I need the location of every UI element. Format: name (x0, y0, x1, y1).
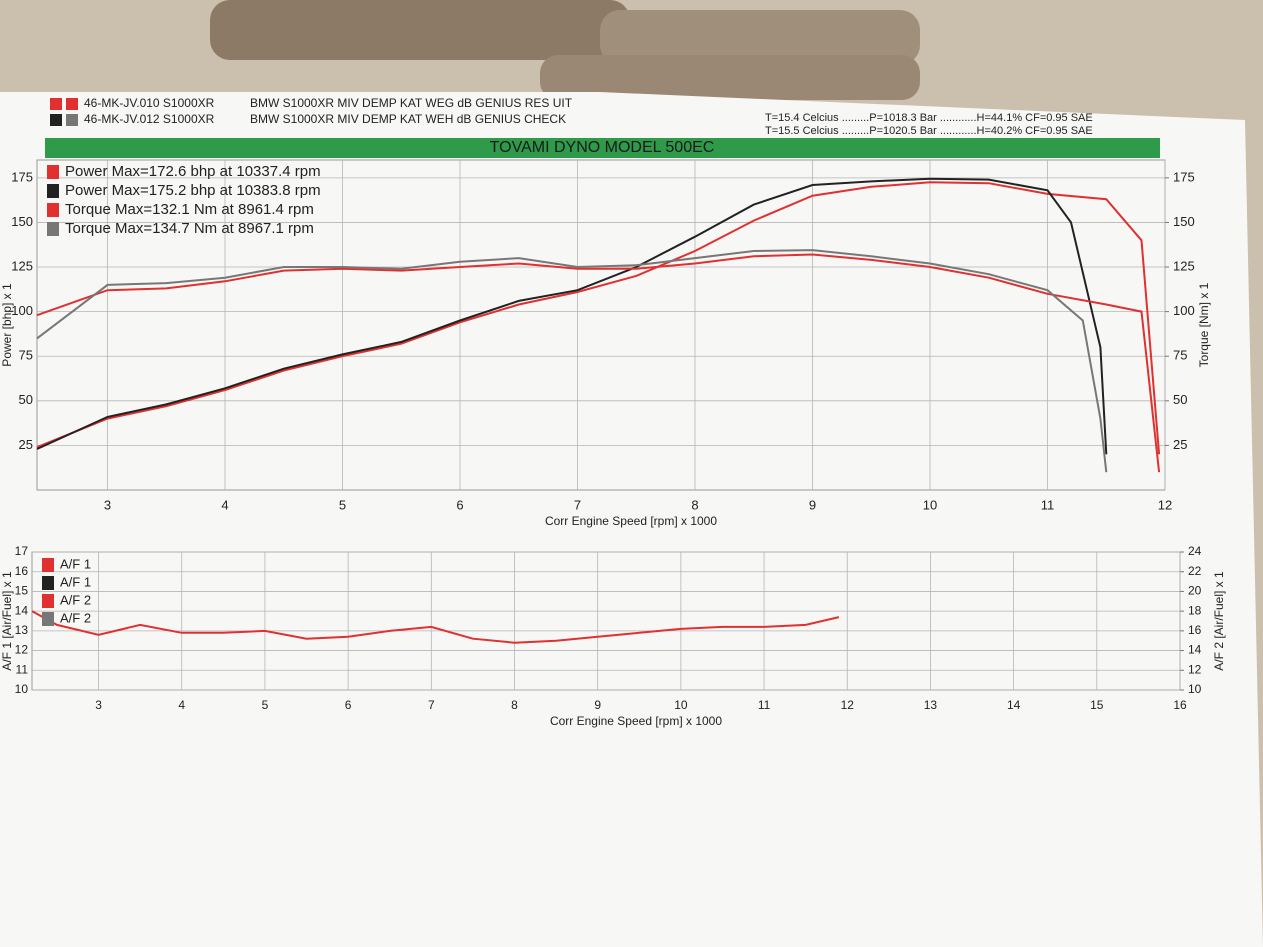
x-tick-label: 11 (1041, 497, 1055, 512)
y2-tick-label: 22 (1188, 564, 1202, 578)
x-tick-label: 15 (1090, 698, 1104, 712)
legend-label: A/F 1 (60, 556, 91, 571)
x-axis-label: Corr Engine Speed [rpm] x 1000 (545, 514, 717, 528)
wood-log (540, 55, 920, 100)
paper (0, 92, 1263, 947)
x-tick-label: 3 (95, 698, 102, 712)
y-tick-label: 16 (15, 564, 29, 578)
legend-label: A/F 2 (60, 610, 91, 625)
y-tick-label: 10 (15, 682, 29, 696)
legend-swatch (42, 576, 54, 590)
run-swatch (66, 98, 78, 110)
wood-log (210, 0, 630, 60)
x-tick-label: 10 (923, 497, 937, 512)
run-id: 46-MK-JV.010 S1000XR (84, 96, 215, 110)
run-desc: BMW S1000XR MIV DEMP KAT WEG dB GENIUS R… (250, 96, 573, 110)
y2-tick-label: 18 (1188, 603, 1202, 617)
y-tick-label: 12 (15, 643, 29, 657)
x-tick-label: 6 (456, 497, 463, 512)
y2-tick-label: 175 (1173, 169, 1195, 184)
y2-tick-label: 50 (1173, 392, 1187, 407)
legend-label: A/F 1 (60, 574, 91, 589)
series-line (36, 249, 1108, 473)
legend-label: Power Max=175.2 bhp at 10383.8 rpm (65, 182, 321, 199)
legend-swatch (47, 165, 59, 179)
y2-axis-label: Torque [Nm] x 1 (1197, 282, 1211, 367)
y2-tick-label: 10 (1188, 682, 1202, 696)
run-swatch (50, 114, 62, 126)
y2-tick-label: 16 (1188, 623, 1202, 637)
wood-log (600, 10, 920, 65)
x-tick-label: 14 (1007, 698, 1021, 712)
y2-tick-label: 100 (1173, 303, 1195, 318)
y-tick-label: 100 (11, 303, 33, 318)
y-axis-label: A/F 1 [Air/Fuel] x 1 (0, 571, 14, 671)
run-swatch (66, 114, 78, 126)
x-tick-label: 16 (1173, 698, 1187, 712)
x-tick-label: 3 (104, 497, 111, 512)
y-tick-label: 11 (16, 662, 29, 676)
x-tick-label: 8 (691, 497, 698, 512)
x-tick-label: 9 (594, 698, 601, 712)
y-tick-label: 25 (19, 437, 33, 452)
run-id: 46-MK-JV.012 S1000XR (84, 112, 215, 126)
y-tick-label: 17 (15, 544, 29, 558)
x-tick-label: 10 (674, 698, 688, 712)
y2-tick-label: 24 (1188, 544, 1202, 558)
y-tick-label: 125 (11, 258, 33, 273)
y2-axis-label: A/F 2 [Air/Fuel] x 1 (1212, 571, 1226, 671)
y-tick-label: 50 (19, 392, 33, 407)
x-axis-label: Corr Engine Speed [rpm] x 1000 (550, 714, 722, 728)
x-tick-label: 8 (511, 698, 518, 712)
x-tick-label: 6 (345, 698, 352, 712)
y-tick-label: 75 (19, 348, 33, 363)
y2-tick-label: 150 (1173, 214, 1195, 229)
chart-title: TOVAMI DYNO MODEL 500EC (490, 139, 715, 156)
x-tick-label: 7 (428, 698, 435, 712)
series-line (36, 177, 1108, 455)
conditions: T=15.5 Celcius .........P=1020.5 Bar ...… (765, 125, 1093, 137)
legend-swatch (42, 594, 54, 608)
x-tick-label: 13 (924, 698, 938, 712)
x-tick-label: 12 (841, 698, 855, 712)
run-swatch (50, 98, 62, 110)
y2-tick-label: 125 (1173, 258, 1195, 273)
y-tick-label: 13 (15, 623, 29, 637)
y2-tick-label: 25 (1173, 437, 1187, 452)
x-tick-label: 12 (1158, 497, 1172, 512)
legend-swatch (47, 203, 59, 217)
y2-tick-label: 20 (1188, 584, 1202, 598)
y-tick-label: 14 (15, 603, 29, 617)
y-tick-label: 15 (15, 584, 29, 598)
series-line (31, 610, 840, 644)
x-tick-label: 11 (758, 698, 771, 712)
y-tick-label: 150 (11, 214, 33, 229)
title-bar (45, 138, 1160, 158)
x-tick-label: 4 (221, 497, 228, 512)
x-tick-label: 5 (262, 698, 269, 712)
y-axis-label: Power [bhp] x 1 (0, 283, 14, 367)
legend-label: Torque Max=132.1 Nm at 8961.4 rpm (65, 201, 314, 218)
conditions: T=15.4 Celcius .........P=1018.3 Bar ...… (765, 112, 1093, 124)
series-line (36, 181, 1161, 455)
x-tick-label: 4 (178, 698, 185, 712)
legend-swatch (47, 222, 59, 236)
y-tick-label: 175 (11, 169, 33, 184)
y2-tick-label: 75 (1173, 348, 1187, 363)
legend-label: A/F 2 (60, 592, 91, 607)
series-line (36, 253, 1161, 473)
y2-tick-label: 12 (1188, 662, 1202, 676)
x-tick-label: 5 (339, 497, 346, 512)
y2-tick-label: 14 (1188, 643, 1202, 657)
run-desc: BMW S1000XR MIV DEMP KAT WEH dB GENIUS C… (250, 112, 566, 126)
legend-swatch (42, 558, 54, 572)
x-tick-label: 9 (809, 497, 816, 512)
legend-swatch (42, 612, 54, 626)
legend-label: Power Max=172.6 bhp at 10337.4 rpm (65, 163, 321, 180)
legend-label: Torque Max=134.7 Nm at 8967.1 rpm (65, 220, 314, 237)
x-tick-label: 7 (574, 497, 581, 512)
legend-swatch (47, 184, 59, 198)
